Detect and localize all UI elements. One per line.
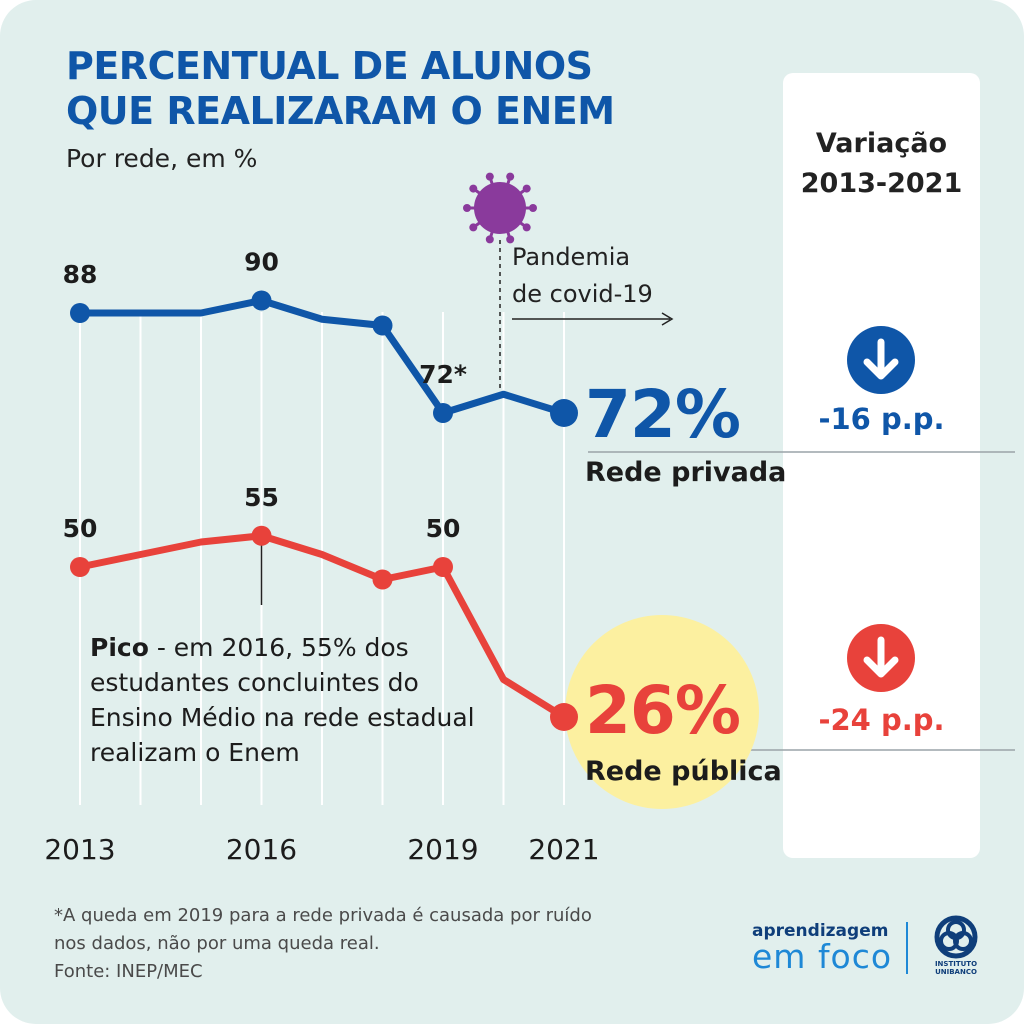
virus-spike-tip (463, 204, 471, 212)
x-tick-label-2013: 2013 (44, 833, 115, 866)
variation-heading-line-1: Variação (815, 128, 948, 159)
point-labels: 88 90 72* 50 55 50 (63, 248, 467, 544)
virus-spike-tip (522, 184, 531, 193)
logo-brand-line-1: INSTITUTO (934, 960, 978, 968)
virus-spike-tip (469, 184, 478, 193)
source-line: Fonte: INEP/MEC (54, 961, 203, 982)
highlight-layer (565, 615, 759, 809)
virus-spike-tip (529, 204, 537, 212)
data-point-0-2016 (251, 290, 272, 311)
end-value-privada: 72% (585, 376, 741, 453)
data-label-0-2019: 72* (419, 360, 467, 389)
series-line-0 (76, 297, 568, 417)
logo-text-unibanco: INSTITUTO UNIBANCO (930, 960, 982, 976)
pandemic-arrow-head (661, 312, 674, 326)
logo-ring-inner-3 (946, 920, 966, 940)
x-tick-label-2021: 2021 (528, 833, 599, 866)
variation-heading: Variação 2013-2021 (783, 124, 980, 204)
logo-divider (906, 922, 908, 974)
title-line-1: PERCENTUAL DE ALUNOS (66, 44, 593, 88)
virus-spike-tip (506, 235, 515, 244)
data-label-0-2016: 90 (244, 248, 279, 277)
pandemic-label-line-1: Pandemia (512, 243, 630, 271)
highlight-circle (565, 615, 759, 809)
x-tick-label-2019: 2019 (407, 833, 478, 866)
data-point-1-2021 (550, 703, 578, 731)
peak-note-text: - em 2016, 55% dos estudantes concluinte… (90, 633, 475, 767)
chart-title: PERCENTUAL DE ALUNOS QUE REALIZARAM O EN… (66, 44, 706, 134)
data-point-0-2021 (550, 399, 578, 427)
variation-value-privada: -16 p.p. (818, 402, 945, 436)
logo-ring (934, 915, 978, 959)
down-arrow-glyph-1 (863, 636, 899, 678)
data-label-1-2013: 50 (63, 514, 98, 543)
data-point-1-2013 (70, 557, 90, 577)
series-name-publica: Rede pública (585, 756, 782, 787)
series-lines (70, 290, 578, 731)
data-point-1-2016 (251, 525, 272, 546)
peak-note: Pico - em 2016, 55% dos estudantes concl… (90, 630, 490, 770)
variation-panel (783, 73, 980, 858)
pandemic-label-line-2: de covid-19 (512, 280, 653, 308)
data-point-1-2019 (433, 557, 453, 577)
virus-spike-tip (522, 223, 531, 232)
logo-text-em-foco: em foco (752, 937, 893, 976)
data-point-1-2018 (372, 569, 393, 590)
peak-note-bold: Pico (90, 633, 149, 662)
down-arrow-glyph-0 (863, 338, 899, 380)
data-label-0-2013: 88 (63, 260, 98, 289)
data-point-0-2013 (70, 303, 90, 323)
data-label-1-2019: 50 (426, 514, 461, 543)
pandemic-annotation: Pandemia de covid-19 (260, 172, 674, 605)
footnote: *A queda em 2019 para a rede privada é c… (54, 902, 714, 986)
virus-spike-tip (485, 172, 494, 181)
virus-spike-tip (506, 172, 515, 181)
variation-icons (847, 326, 915, 692)
variation-value-publica: -24 p.p. (818, 703, 945, 737)
end-value-publica: 26% (585, 672, 741, 749)
virus-icon (474, 182, 526, 234)
series-line-1 (76, 532, 568, 721)
logo-brand-line-2: UNIBANCO (935, 968, 977, 976)
variation-heading-line-2: 2013-2021 (800, 168, 963, 199)
data-point-0-2019 (433, 403, 453, 423)
chart-subtitle: Por rede, em % (66, 144, 258, 173)
virus-spike-tip (469, 223, 478, 232)
title-line-2: QUE REALIZARAM O ENEM (66, 89, 615, 133)
data-point-0-2018 (372, 315, 393, 336)
footnote-line-1: *A queda em 2019 para a rede privada é c… (54, 905, 592, 926)
series-name-privada: Rede privada (585, 457, 787, 488)
virus-spike-tip (485, 235, 494, 244)
x-axis-ticks: 2013 2016 2019 2021 (44, 833, 599, 866)
logo-text-aprendizagem: aprendizagem (752, 921, 889, 941)
x-tick-label-2016: 2016 (226, 833, 297, 866)
unibanco-logo-icon (934, 915, 978, 959)
footnote-line-2: nos dados, não por uma queda real. (54, 933, 380, 954)
data-label-1-2016: 55 (244, 483, 279, 512)
